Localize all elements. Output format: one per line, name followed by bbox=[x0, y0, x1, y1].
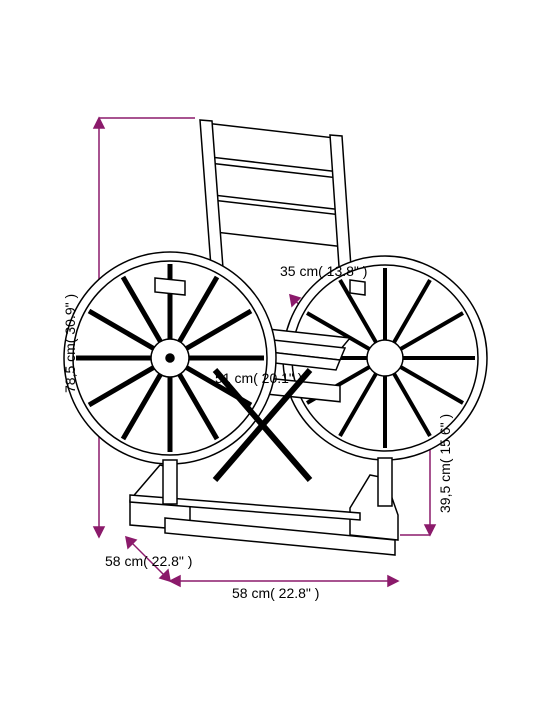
dim-height-total: 78,5 cm( 30.9" ) bbox=[62, 263, 78, 393]
dim-depth-base: 58 cm( 22.8" ) bbox=[105, 553, 192, 569]
dim-width-base: 58 cm( 22.8" ) bbox=[232, 585, 319, 601]
dim-seat-depth: 35 cm( 13.8" ) bbox=[280, 263, 367, 279]
diagram-container: 78,5 cm( 30.9" ) 35 cm( 13.8" ) 51 cm( 2… bbox=[0, 0, 540, 720]
dim-seat-width: 51 cm( 20.1" ) bbox=[215, 370, 302, 386]
chair-drawing bbox=[0, 0, 540, 720]
dim-seat-height: 39,5 cm( 15.6" ) bbox=[437, 373, 453, 513]
